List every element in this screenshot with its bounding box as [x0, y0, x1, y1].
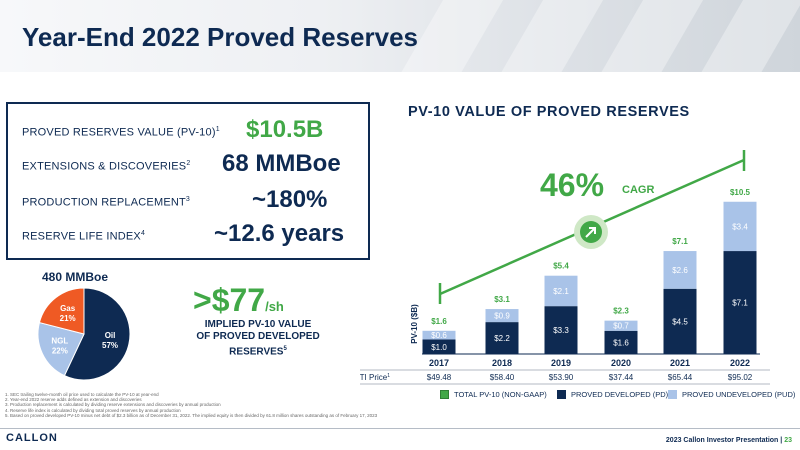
bar-total-label: $10.5	[730, 188, 751, 197]
cagr-value: 46%	[540, 167, 604, 203]
legend-pud: PROVED UNDEVELOPED (PUD)	[668, 390, 795, 399]
bar-pd-label: $1.6	[613, 338, 629, 347]
header-banner	[0, 0, 800, 72]
legend-swatch	[557, 390, 566, 399]
footnote: 4. Reserve life index is calculated by d…	[5, 407, 181, 413]
legend-total: TOTAL PV-10 (NON-GAAP)	[440, 390, 547, 399]
pie-title: 480 MMBoe	[42, 270, 109, 284]
x-tick-label: 2021	[670, 358, 690, 368]
bar-pud-2018	[485, 309, 519, 323]
bar-pd-2019	[544, 306, 578, 354]
bar-total-label: $5.4	[553, 262, 569, 271]
pie-slice-label: Gas	[60, 304, 76, 313]
kpi-label: RESERVE LIFE INDEX4	[22, 230, 146, 243]
bar-pd-2018	[485, 322, 519, 354]
bar-pd-2021	[663, 288, 697, 354]
pie-slice-pct: 21%	[60, 314, 76, 323]
arrow-up-right-icon	[585, 227, 596, 238]
bar-pud-2022	[723, 201, 757, 252]
page-title: Year-End 2022 Proved Reserves	[22, 22, 419, 52]
footnote: 2. Year-end 2022 reserve adds defined as…	[5, 397, 142, 403]
bar-total-label: $3.1	[494, 295, 510, 304]
kpi-row: PROVED RESERVES VALUE (PV-10)1 $10.5B	[8, 114, 372, 150]
implied-value: >$77/sh	[193, 282, 284, 318]
legend-swatch	[440, 390, 449, 399]
footnote: 3. Production replacement is calculated …	[5, 402, 221, 408]
kpi-value: 68 MMBoe	[222, 150, 341, 177]
bar-pud-label: $2.1	[553, 287, 569, 296]
kpi-label: PRODUCTION REPLACEMENT3	[22, 196, 191, 209]
bar-pud-2019	[544, 275, 578, 307]
footer-text: 2023 Callon Investor Presentation | 23	[665, 437, 792, 444]
kpi-value: ~12.6 years	[214, 220, 345, 247]
kpi-row: RESERVE LIFE INDEX4 ~12.6 years	[8, 218, 372, 254]
implied-caption: IMPLIED PV-10 VALUE OF PROVED DEVELOPED …	[196, 319, 320, 358]
legend-label: TOTAL PV-10 (NON-GAAP)	[454, 390, 547, 399]
legend-swatch	[668, 390, 677, 399]
footnotes: 1. SEC trailing twelve-month oil price u…	[5, 392, 377, 418]
wti-price-value: $95.02	[728, 373, 753, 382]
bar-pud-label: $0.6	[431, 331, 447, 340]
bar-pud-2021	[663, 251, 697, 289]
bar-pd-label: $2.2	[494, 334, 510, 343]
wti-price-value: $65.44	[668, 373, 693, 382]
bar-pd-2020	[604, 330, 638, 354]
pie-slice-oil	[63, 287, 131, 381]
bar-pud-2020	[604, 320, 638, 331]
bar-total-label: $2.3	[613, 307, 629, 316]
cagr-label: CAGR	[622, 184, 654, 196]
bar-total-label: $1.6	[431, 317, 447, 326]
x-tick-label: 2018	[492, 358, 512, 368]
kpi-label: EXTENSIONS & DISCOVERIES2	[22, 160, 191, 173]
bar-pd-label: $1.0	[431, 343, 447, 352]
pie-slice-ngl	[37, 321, 85, 377]
footer-divider	[0, 428, 800, 429]
chart-title: PV-10 VALUE OF PROVED RESERVES	[408, 104, 690, 120]
legend-pd: PROVED DEVELOPED (PD)	[557, 390, 668, 399]
company-logo: CALLON	[6, 432, 58, 444]
wti-price-value: $37.44	[609, 373, 634, 382]
x-tick-label: 2019	[551, 358, 571, 368]
x-tick-label: 2017	[429, 358, 449, 368]
bar-pd-label: $7.1	[732, 299, 748, 308]
kpi-row: EXTENSIONS & DISCOVERIES2 68 MMBoe	[8, 148, 372, 184]
bar-pd-label: $4.5	[672, 317, 688, 326]
kpi-label: PROVED RESERVES VALUE (PV-10)1	[22, 126, 220, 139]
kpi-box: PROVED RESERVES VALUE (PV-10)1 $10.5B EX…	[6, 102, 370, 260]
pie-slice-label: Oil	[105, 331, 116, 340]
footnote: 5. Based on proved developed PV-10 minus…	[5, 412, 378, 418]
pie-slice-label: NGL	[51, 336, 68, 345]
legend-label: PROVED DEVELOPED (PD)	[571, 390, 669, 399]
wti-row-label: WTI Price1	[360, 373, 390, 382]
bar-pud-label: $0.9	[494, 312, 510, 321]
pie-slice-gas	[38, 287, 85, 335]
bar-total-label: $7.1	[672, 237, 688, 246]
wti-price-value: $58.40	[490, 373, 515, 382]
pie-slice-pct: 57%	[102, 341, 118, 350]
wti-price-value: $53.90	[549, 373, 574, 382]
bar-pud-label: $2.6	[672, 266, 688, 275]
legend-label: PROVED UNDEVELOPED (PUD)	[682, 390, 796, 399]
kpi-row: PRODUCTION REPLACEMENT3 ~180%	[8, 184, 372, 220]
bar-pd-label: $3.3	[553, 326, 569, 335]
pie-slice-pct: 22%	[52, 346, 68, 355]
x-tick-label: 2020	[611, 358, 631, 368]
bar-pd-2022	[723, 251, 757, 354]
bar-pd-2017	[422, 339, 456, 354]
y-axis-label: PV-10 ($B)	[410, 304, 419, 344]
pv10-bar-chart: PV-10 ($B) 46% CAGR $1.0 $0.6 $1.6 2017 $49.48 $…	[360, 150, 770, 385]
footnote: 1. SEC trailing twelve-month oil price u…	[5, 392, 159, 397]
bar-pud-2017	[422, 330, 456, 340]
bar-pud-label: $3.4	[732, 222, 748, 231]
x-tick-label: 2022	[730, 358, 750, 368]
bar-pud-label: $0.7	[613, 322, 629, 331]
wti-price-value: $49.48	[427, 373, 452, 382]
kpi-value: ~180%	[252, 186, 328, 213]
kpi-value: $10.5B	[246, 116, 324, 143]
